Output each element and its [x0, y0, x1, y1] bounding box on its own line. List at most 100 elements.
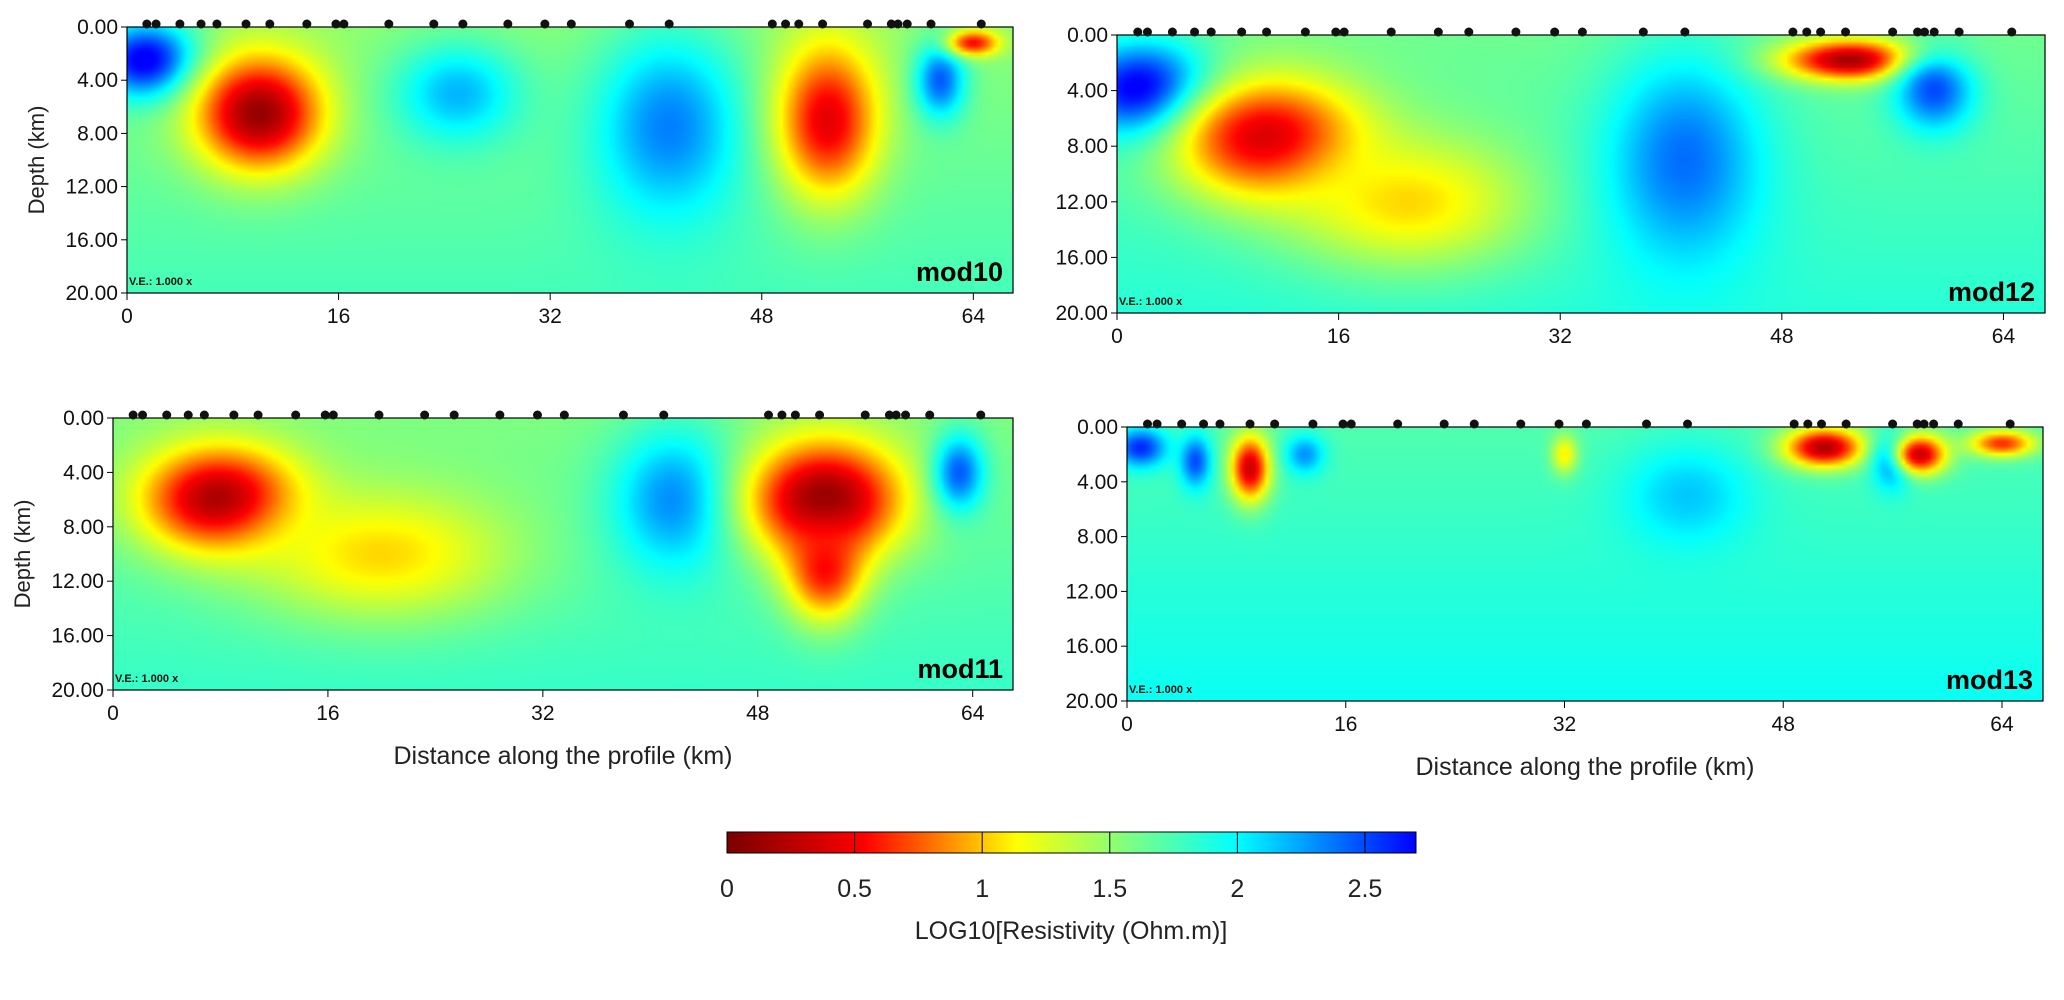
station-marker: [138, 410, 148, 420]
station-marker: [1919, 27, 1929, 37]
y-axis-label: Depth (km): [10, 500, 35, 609]
station-marker: [1888, 27, 1898, 37]
station-marker: [1199, 419, 1209, 429]
station-marker: [229, 410, 239, 420]
station-marker: [1190, 27, 1200, 37]
station-marker: [1167, 27, 1177, 37]
station-marker: [339, 19, 349, 29]
colorbar-tick-label: 1: [975, 875, 989, 903]
station-marker: [659, 410, 669, 420]
resistivity-field: [1117, 35, 2045, 313]
station-marker: [664, 19, 674, 29]
resistivity-field: [127, 27, 1013, 293]
station-marker: [142, 19, 152, 29]
station-marker: [212, 19, 222, 29]
x-tick-label: 64: [1992, 325, 2016, 348]
resistivity-field: [1127, 427, 2043, 701]
station-marker: [151, 19, 161, 29]
station-marker: [128, 410, 138, 420]
station-marker: [1142, 27, 1152, 37]
station-marker: [1929, 419, 1939, 429]
y-tick-label: 16.00: [1065, 635, 1118, 658]
station-marker: [1339, 27, 1349, 37]
station-marker: [265, 19, 275, 29]
station-marker: [1133, 27, 1143, 37]
y-tick-label: 20.00: [1055, 302, 1108, 325]
station-marker: [1638, 27, 1648, 37]
station-marker: [764, 410, 774, 420]
panel-mod11: 0.00 4.00 8.00 12.00 16.00 20.000 16 32 48 64 V.E.…: [10, 407, 1014, 770]
y-tick-label: 12.00: [1065, 580, 1118, 603]
station-marker: [1803, 419, 1813, 429]
station-marker: [1642, 419, 1652, 429]
colorbar-label: LOG10[Resistivity (Ohm.m)]: [915, 917, 1228, 945]
station-marker: [1386, 27, 1396, 37]
station-marker: [1789, 419, 1799, 429]
station-marker: [625, 19, 635, 29]
y-tick-label: 4.00: [63, 461, 104, 484]
station-marker: [901, 410, 911, 420]
station-marker: [818, 19, 828, 29]
station-marker: [1393, 419, 1403, 429]
x-tick-label: 48: [746, 702, 769, 725]
x-tick-label: 0: [121, 305, 133, 328]
y-tick-label: 0.00: [63, 407, 104, 430]
x-tick-label: 16: [1327, 325, 1350, 348]
station-marker: [1841, 419, 1851, 429]
station-marker: [199, 410, 209, 420]
station-marker: [1237, 27, 1247, 37]
station-marker: [1816, 27, 1826, 37]
station-marker: [532, 410, 542, 420]
station-marker: [884, 410, 894, 420]
x-tick-label: 32: [531, 702, 554, 725]
y-tick-label: 20.00: [51, 679, 104, 702]
x-tick-label: 16: [1334, 713, 1357, 736]
colorbar: 0 0.5 1 1.5 2 2.5 LOG10[Resistivity (Ohm.m)]: [720, 831, 1417, 945]
station-marker: [1215, 419, 1225, 429]
station-marker: [781, 19, 791, 29]
station-marker: [1802, 27, 1812, 37]
y-tick-label: 8.00: [77, 122, 118, 145]
station-marker: [1929, 27, 1939, 37]
station-marker: [162, 410, 172, 420]
station-marker: [925, 410, 935, 420]
ve-annotation: V.E.: 1.000 x: [115, 673, 179, 685]
station-marker: [1439, 419, 1449, 429]
x-tick-label: 0: [107, 702, 119, 725]
y-tick-label: 4.00: [77, 69, 118, 92]
station-marker: [790, 410, 800, 420]
station-marker: [1516, 419, 1526, 429]
y-tick-label: 20.00: [65, 282, 118, 305]
station-marker: [1511, 27, 1521, 37]
station-marker: [559, 410, 569, 420]
station-marker: [1577, 27, 1587, 37]
station-marker: [1433, 27, 1443, 37]
colorbar-ticks: 0 0.5 1 1.5 2 2.5: [720, 832, 1382, 903]
station-marker: [902, 19, 912, 29]
station-marker: [1143, 419, 1153, 429]
station-marker: [328, 410, 338, 420]
station-marker: [794, 19, 804, 29]
x-axis-label: Distance along the profile (km): [1415, 753, 1754, 781]
x-tick-label: 16: [327, 305, 350, 328]
x-tick-label: 0: [1111, 325, 1123, 348]
station-marker: [429, 19, 439, 29]
panel-mod10: 0.00 4.00 8.00 12.00 16.00 20.000 16 32 48 64 V.E.…: [24, 16, 1014, 328]
x-tick-label: 48: [1772, 713, 1795, 736]
y-axis-label: Depth (km): [24, 106, 49, 215]
station-marker: [1683, 419, 1693, 429]
y-tick-label: 12.00: [51, 570, 104, 593]
station-marker: [503, 19, 513, 29]
y-tick-label: 4.00: [1077, 471, 1118, 494]
station-marker: [863, 19, 873, 29]
station-marker: [384, 19, 394, 29]
station-marker: [1919, 419, 1929, 429]
station-marker: [1888, 419, 1898, 429]
station-marker: [253, 410, 263, 420]
y-tick-label: 16.00: [51, 625, 104, 648]
y-tick-label: 16.00: [1055, 246, 1108, 269]
station-marker: [302, 19, 312, 29]
station-marker: [777, 410, 787, 420]
station-marker: [1469, 419, 1479, 429]
